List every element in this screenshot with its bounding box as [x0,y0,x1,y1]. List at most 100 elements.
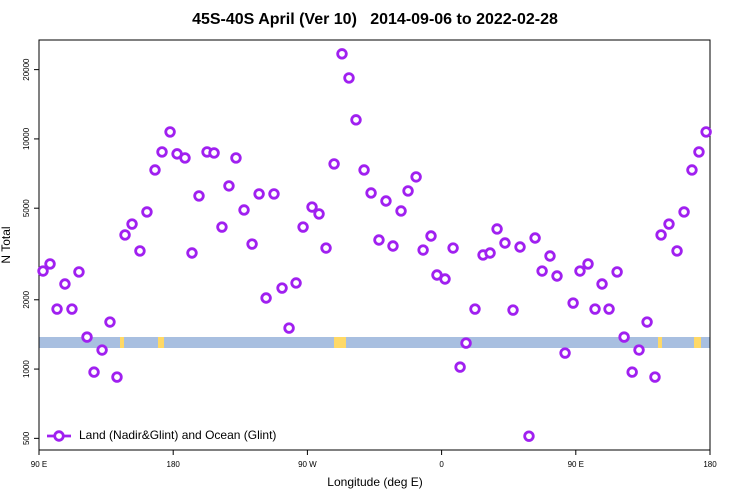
point [417,244,429,256]
y-tick-label: 5000 [22,199,31,217]
point [88,366,100,378]
point [641,316,653,328]
y-tick-label: 10000 [22,127,31,150]
y-tick-label: 500 [22,431,31,445]
strip-land [658,337,662,348]
point [37,265,49,277]
point [484,247,496,259]
x-tick-label: 180 [167,460,181,469]
point [73,266,85,278]
point [611,266,623,278]
point [491,223,503,235]
legend: Land (Nadir&Glint) and Ocean (Glint) [47,428,276,442]
point [193,190,205,202]
strip-ocean [39,337,710,348]
point [649,371,661,383]
point [253,188,265,200]
y-tick-label: 20000 [22,58,31,81]
point [149,164,161,176]
point [156,146,168,158]
point [387,240,399,252]
point [268,188,280,200]
point [44,258,56,270]
y-axis-label: N Total [0,226,13,263]
point [313,208,325,220]
strip-land [334,337,346,348]
strip-land [694,337,701,348]
point [276,282,288,294]
point [126,218,138,230]
point [507,304,519,316]
point [582,258,594,270]
point [141,206,153,218]
point [230,152,242,164]
point [499,237,511,249]
point [447,242,459,254]
point [460,337,472,349]
point [306,201,318,213]
point [320,242,332,254]
point [373,234,385,246]
point [678,206,690,218]
y-tick-label: 1000 [22,360,31,378]
point [633,344,645,356]
point [559,347,571,359]
point [51,303,63,315]
point [119,229,131,241]
point [700,126,712,138]
point [96,344,108,356]
point [223,180,235,192]
point [395,205,407,217]
x-tick-label: 90 E [31,460,47,469]
point [425,230,437,242]
point [260,292,272,304]
point [655,229,667,241]
plot-frame [38,39,711,451]
strip-land [158,337,164,348]
legend-label: Land (Nadir&Glint) and Ocean (Glint) [79,428,276,442]
point [574,265,586,277]
surface-strip [39,337,710,348]
point [693,146,705,158]
point [469,303,481,315]
point [208,147,220,159]
point [551,270,563,282]
point [66,303,78,315]
point [618,331,630,343]
point [544,250,556,262]
point [328,158,340,170]
point [439,273,451,285]
point [596,278,608,290]
point [81,331,93,343]
point [358,164,370,176]
point [290,277,302,289]
point [179,152,191,164]
point [380,195,392,207]
point [238,204,250,216]
point [365,187,377,199]
point [343,72,355,84]
point [164,126,176,138]
point [111,371,123,383]
point [514,241,526,253]
point [523,430,535,442]
point [603,303,615,315]
point [59,278,71,290]
x-tick-label: 90 E [568,460,584,469]
point [336,48,348,60]
point [186,247,198,259]
point [626,366,638,378]
point [134,245,146,257]
y-tick-label: 2000 [22,290,31,308]
point [216,221,228,233]
point [589,303,601,315]
legend-marker [53,430,65,442]
x-axis-label: Longitude (deg E) [327,475,422,489]
chart-title: 45S-40S April (Ver 10) 2014-09-06 to 202… [192,11,558,28]
point [104,316,116,328]
point [283,322,295,334]
series [37,48,712,442]
point [454,361,466,373]
